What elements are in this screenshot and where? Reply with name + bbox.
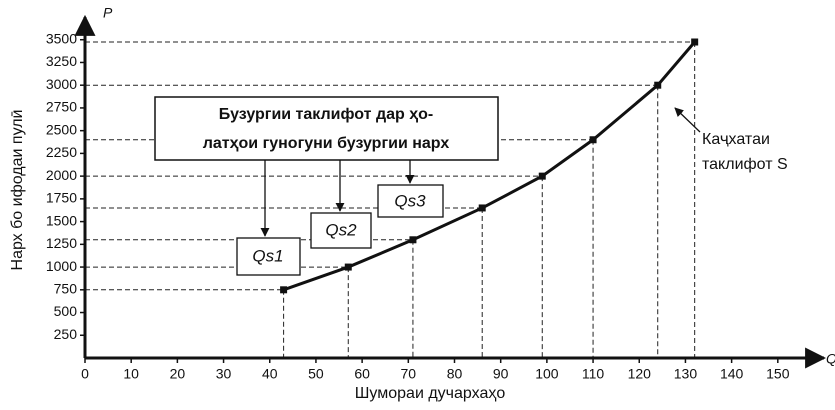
- annotation-line: латҳои гуногуни бузургии нарх: [203, 135, 450, 152]
- x-tick-label: 40: [262, 366, 278, 382]
- x-tick-label: 150: [766, 366, 790, 382]
- x-tick-label: 10: [123, 366, 139, 382]
- y-tick-label: 2500: [46, 121, 77, 137]
- x-tick-label: 100: [535, 366, 559, 382]
- x-axis-letter: Q: [826, 351, 835, 367]
- y-tick-label: 3000: [46, 76, 77, 92]
- qs-box: [236, 237, 301, 276]
- point: [280, 286, 288, 294]
- annotation-line: Бузургии таклифот дар ҳо-: [219, 106, 433, 123]
- x-tick-label: 60: [354, 366, 370, 382]
- annotation-box: [154, 96, 499, 161]
- curve-label: Каҷхатаи: [702, 131, 770, 148]
- x-tick-label: 0: [81, 366, 89, 382]
- y-tick-label: 500: [54, 303, 78, 319]
- y-tick-label: 250: [54, 326, 78, 342]
- point: [538, 172, 546, 180]
- qs-label: Qs3: [394, 191, 426, 210]
- point: [654, 81, 662, 89]
- x-tick-label: 30: [216, 366, 232, 382]
- y-tick-label: 1250: [46, 235, 77, 251]
- point: [589, 136, 597, 144]
- x-tick-label: 140: [720, 366, 744, 382]
- x-tick-label: 90: [493, 366, 509, 382]
- y-tick-label: 750: [54, 281, 78, 297]
- arrow: [674, 107, 701, 133]
- x-tick-label: 80: [447, 366, 463, 382]
- qs-box: [310, 212, 372, 249]
- y-tick-label: 1500: [46, 212, 77, 228]
- y-axis-title: Нарх бо ифодаи пулӣ: [9, 110, 26, 271]
- qs-box: [377, 184, 444, 218]
- qs-label: Qs2: [325, 220, 357, 239]
- y-tick-label: 2750: [46, 99, 77, 115]
- point: [478, 204, 486, 212]
- x-tick-label: 120: [628, 366, 652, 382]
- point: [691, 38, 699, 46]
- x-tick-label: 110: [582, 366, 605, 382]
- x-tick-label: 130: [674, 366, 698, 382]
- x-tick-label: 20: [170, 366, 186, 382]
- x-axis-title: Шумораи дучархаҳо: [355, 385, 506, 402]
- x-tick-label: 50: [308, 366, 324, 382]
- x-tick-label: 70: [401, 366, 417, 382]
- y-tick-label: 2000: [46, 167, 77, 183]
- y-tick-label: 3500: [46, 30, 77, 46]
- curve-label: таклифот S: [702, 156, 788, 173]
- y-tick-label: 3250: [46, 53, 77, 69]
- y-tick-label: 2250: [46, 144, 77, 160]
- y-tick-label: 1750: [46, 190, 77, 206]
- y-axis-letter: P: [103, 5, 113, 21]
- point: [409, 236, 417, 244]
- qs-label: Qs1: [252, 246, 283, 265]
- point: [344, 263, 352, 271]
- y-tick-label: 1000: [46, 258, 77, 274]
- supply-curve: [283, 41, 696, 292]
